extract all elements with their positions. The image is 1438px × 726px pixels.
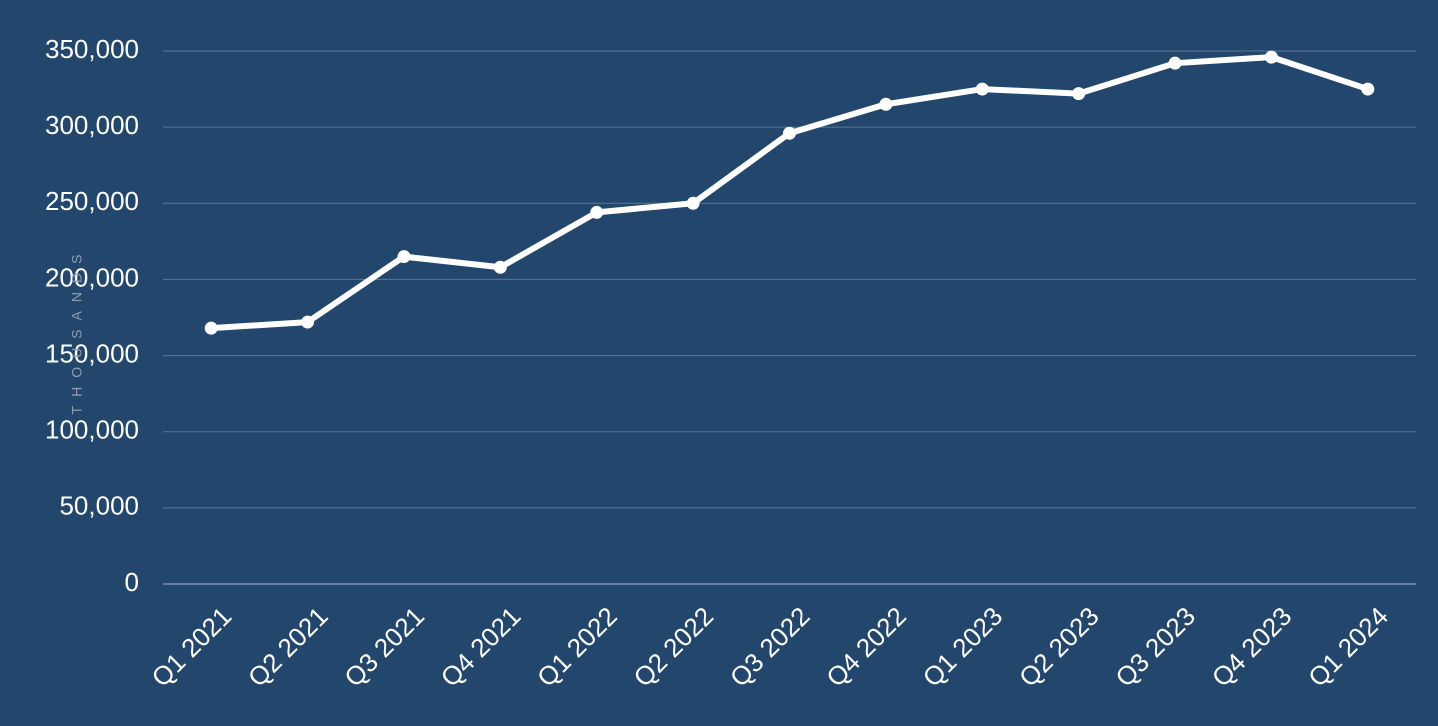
point [1168, 56, 1182, 70]
point [975, 82, 989, 96]
point [301, 315, 315, 329]
y-tick-label: 100,000 [45, 415, 139, 445]
point [493, 260, 507, 274]
y-axis-label: THOUSANDS [69, 246, 85, 415]
point [590, 205, 604, 219]
y-tick-label: 150,000 [45, 338, 139, 368]
y-tick-label: 300,000 [45, 110, 139, 140]
point [783, 126, 796, 140]
point [204, 321, 218, 335]
point [397, 250, 411, 264]
point [1072, 87, 1086, 101]
y-tick-label: 50,000 [59, 491, 139, 521]
point [686, 196, 700, 210]
y-tick-label: 250,000 [45, 186, 139, 216]
point [879, 97, 893, 111]
point [1361, 82, 1375, 96]
y-tick-label: 200,000 [45, 262, 139, 292]
y-tick-label: 0 [125, 567, 139, 597]
y-tick-label: 350,000 [45, 34, 139, 64]
point [1264, 50, 1278, 64]
